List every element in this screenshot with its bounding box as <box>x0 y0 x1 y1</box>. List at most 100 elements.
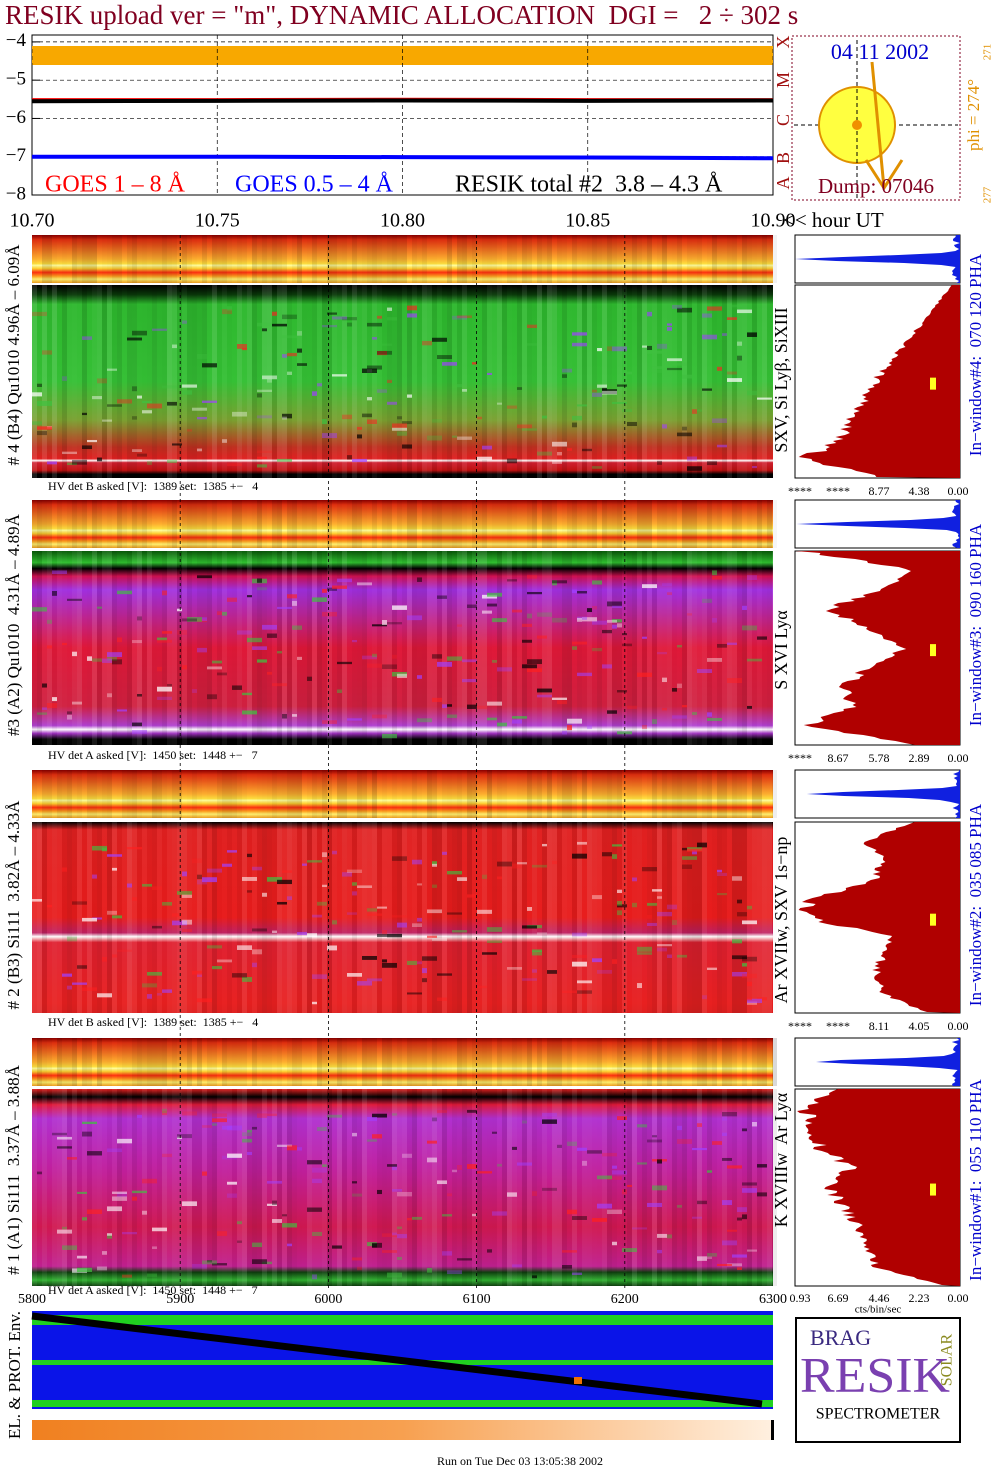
texture <box>102 1089 107 1286</box>
texture <box>477 822 482 1013</box>
hv-label: HV det B asked [V]: 1389 set: 1385 +− 4 <box>48 479 258 493</box>
texture <box>212 1089 217 1286</box>
texture <box>757 1192 767 1197</box>
texture <box>547 1089 552 1286</box>
texture <box>397 500 402 548</box>
texture <box>732 1038 737 1086</box>
texture <box>102 285 107 478</box>
texture <box>132 1196 137 1201</box>
texture <box>267 285 272 478</box>
texture <box>707 712 712 717</box>
texture <box>597 770 602 818</box>
texture <box>107 551 112 745</box>
texture <box>697 1038 702 1086</box>
texture <box>92 551 97 745</box>
texture <box>642 636 647 639</box>
phi-min: 271 <box>982 44 994 61</box>
texture <box>137 500 142 548</box>
texture <box>707 657 722 662</box>
texture <box>162 1038 167 1086</box>
hist-tick-label: 0.00 <box>948 484 969 498</box>
texture <box>187 285 192 478</box>
texture <box>72 822 77 1013</box>
texture <box>327 500 332 548</box>
texture <box>67 235 72 283</box>
texture <box>247 822 252 1013</box>
texture <box>467 1164 477 1169</box>
texture <box>577 672 592 677</box>
texture <box>472 362 477 365</box>
texture <box>762 551 767 745</box>
texture <box>387 307 392 311</box>
texture <box>287 822 292 1013</box>
texture <box>682 822 687 1013</box>
texture <box>337 578 352 583</box>
texture <box>157 696 172 701</box>
texture <box>192 858 202 864</box>
texture <box>522 978 537 981</box>
texture <box>492 285 497 478</box>
texture <box>337 1038 342 1086</box>
texture <box>592 1089 597 1286</box>
texture <box>172 551 177 745</box>
texture <box>217 500 222 548</box>
texture <box>652 1185 667 1191</box>
texture <box>297 235 302 283</box>
texture <box>422 285 427 478</box>
texture <box>747 235 752 283</box>
texture <box>492 551 497 745</box>
texture <box>647 369 662 373</box>
texture <box>497 551 502 745</box>
texture <box>337 500 342 548</box>
texture <box>717 643 727 648</box>
texture <box>732 1254 747 1258</box>
texture <box>292 770 297 818</box>
texture <box>352 1193 362 1197</box>
texture <box>247 770 252 818</box>
texture <box>537 612 552 617</box>
texture <box>262 328 267 332</box>
texture <box>722 1112 737 1117</box>
texture <box>392 654 397 659</box>
texture <box>297 331 302 336</box>
texture <box>242 876 257 881</box>
texture <box>657 1249 662 1254</box>
texture <box>507 1192 517 1197</box>
texture <box>687 770 692 818</box>
texture <box>262 770 267 818</box>
texture <box>697 409 702 412</box>
texture <box>372 337 377 340</box>
legend-entry: GOES 0.5 – 4 Å <box>235 172 394 198</box>
texture <box>702 551 707 745</box>
texture <box>132 897 137 901</box>
texture <box>502 1038 507 1086</box>
texture <box>587 1089 592 1286</box>
texture <box>197 973 202 977</box>
texture <box>87 822 92 1013</box>
texture <box>67 1038 72 1086</box>
texture <box>157 993 162 996</box>
texture <box>232 235 237 283</box>
texture <box>222 1089 227 1286</box>
texture <box>747 658 762 662</box>
texture <box>352 235 357 283</box>
texture <box>477 416 482 420</box>
texture <box>307 933 317 938</box>
x-tick-label: 6000 <box>314 1292 342 1307</box>
texture <box>422 1089 427 1286</box>
texture <box>672 687 677 692</box>
logo-name: SPECTROMETER <box>816 1406 941 1423</box>
texture <box>57 235 62 283</box>
texture <box>307 676 312 681</box>
texture <box>182 390 192 395</box>
texture <box>532 969 537 973</box>
texture <box>142 401 152 404</box>
texture <box>657 500 662 548</box>
texture <box>627 285 632 478</box>
texture <box>437 1180 447 1185</box>
texture <box>577 551 582 745</box>
texture <box>182 384 197 388</box>
texture <box>627 822 632 1013</box>
texture <box>612 959 617 964</box>
texture <box>127 847 142 850</box>
